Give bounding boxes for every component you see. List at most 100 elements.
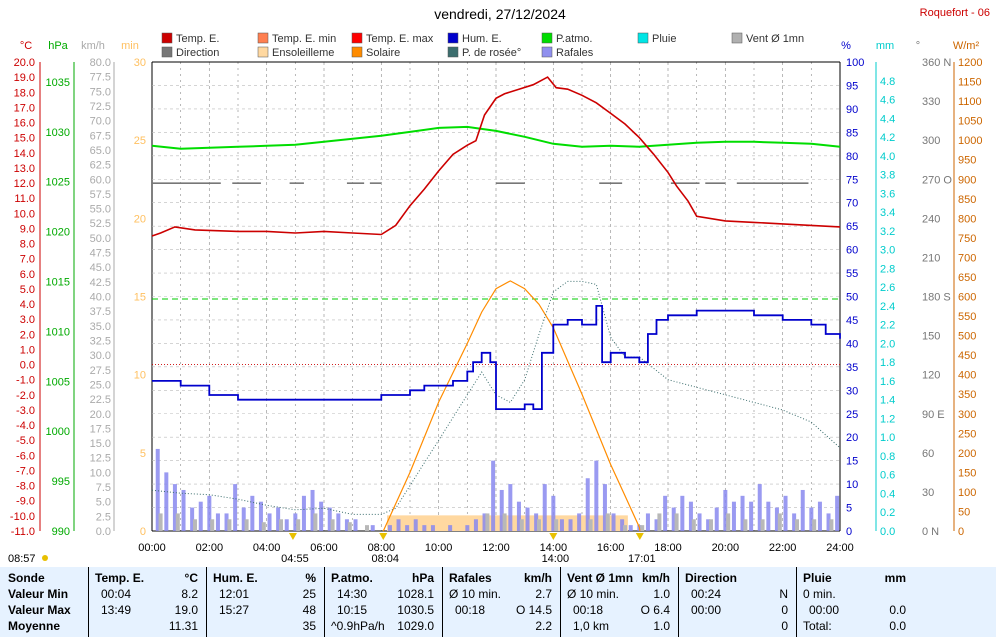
- humidity-tick-label: 20: [846, 432, 858, 444]
- rain-tick-label: 4.6: [880, 95, 895, 107]
- temp-unit: °C: [20, 40, 32, 52]
- stats-pluie-desc: 00:00: [809, 603, 840, 617]
- legend-label: P. de rosée°: [462, 47, 521, 59]
- gust-bar: [749, 501, 754, 531]
- temp-tick-label: -3.0: [16, 405, 35, 417]
- mean-wind-bar: [743, 519, 748, 531]
- gust-bar: [430, 525, 435, 531]
- rain-tick-label: 1.4: [880, 395, 895, 407]
- gust-bar: [628, 525, 633, 531]
- legend-label: Temp. E.: [176, 33, 219, 45]
- gust-bar: [233, 484, 238, 531]
- chart-title: vendredi, 27/12/2024: [434, 6, 566, 22]
- legend-label: Temp. E. max: [366, 33, 434, 45]
- gust-bar: [267, 513, 272, 531]
- temp-tick-label: 13.0: [14, 163, 35, 175]
- gust-bar: [577, 513, 582, 531]
- humidity-tick-label: 15: [846, 456, 858, 468]
- stats-patmo-value: 1030.5: [397, 603, 434, 617]
- temp-tick-label: 8.0: [20, 239, 35, 251]
- stats-vent-value: 1.0: [653, 619, 670, 633]
- humidity-tick-label: 25: [846, 409, 858, 421]
- direction-tick-label: 330: [922, 96, 940, 108]
- humidity-tick-label: 65: [846, 221, 858, 233]
- sun-tick-label: 25: [134, 135, 146, 147]
- stats-direction-time: 00:24: [691, 587, 722, 601]
- legend-label: P.atmo.: [556, 33, 593, 45]
- temp-tick-label: -1.0: [16, 375, 35, 387]
- solar-tick-label: 350: [958, 389, 976, 401]
- stats-row-max: Valeur Max 13:49 19.0 15:27 48 10:15 103…: [0, 603, 996, 619]
- mean-wind-bar: [537, 519, 541, 531]
- solar-tick-label: 300: [958, 409, 976, 421]
- legend-swatch: [541, 32, 553, 44]
- gust-bar: [482, 513, 487, 531]
- temp-tick-label: 9.0: [20, 223, 35, 235]
- gust-bar: [671, 507, 676, 531]
- gust-bar: [319, 501, 324, 531]
- rain-tick-label: 2.2: [880, 320, 895, 332]
- rain-tick-label: 3.8: [880, 170, 895, 182]
- solar-tick-label: 450: [958, 350, 976, 362]
- gust-bar: [413, 519, 418, 531]
- rain-tick-label: 1.6: [880, 376, 895, 388]
- direction-tick-label: 0 N: [922, 526, 939, 538]
- humidity-tick-label: 55: [846, 268, 858, 280]
- time-tick-label: 06:00: [310, 542, 338, 554]
- temp-tick-label: -10.0: [10, 511, 35, 523]
- humidity-tick-label: 10: [846, 479, 858, 491]
- stats-header-pluie: Pluie: [803, 571, 832, 585]
- stats-row-label: Valeur Min: [8, 587, 69, 601]
- gust-bar: [224, 513, 229, 531]
- temp-tick-label: 5.0: [20, 284, 35, 296]
- stats-separator: [324, 567, 325, 637]
- gust-bar: [155, 448, 160, 531]
- gust-bar: [723, 489, 728, 531]
- solar-tick-label: 800: [958, 213, 976, 225]
- humidity-tick-label: 45: [846, 315, 858, 327]
- time-tick-label: 20:00: [712, 542, 740, 554]
- sun-tick-label: 30: [134, 57, 146, 69]
- gust-bar: [336, 513, 341, 531]
- legend-label: Vent Ø 1mn: [746, 33, 804, 45]
- time-marker-label: 04:55: [281, 553, 309, 565]
- stats-patmo-time: ^0.9hPa/h: [331, 619, 385, 633]
- gust-bar: [241, 507, 246, 531]
- temp-tick-label: 14.0: [14, 148, 35, 160]
- stats-direction-value: N: [779, 587, 788, 601]
- sun-tick-label: 5: [140, 448, 146, 460]
- wind-tick-label: 35.0: [90, 321, 111, 333]
- gust-bar: [473, 519, 478, 531]
- pressure-tick-label: 1025: [46, 177, 70, 189]
- humidity-tick-label: 75: [846, 174, 858, 186]
- rain-tick-label: 1.2: [880, 413, 895, 425]
- gust-bar: [284, 519, 289, 531]
- wind-tick-label: 5.0: [96, 497, 111, 509]
- wind-tick-label: 2.5: [96, 511, 111, 523]
- time-marker-arrow: [379, 533, 388, 540]
- wind-tick-label: 32.5: [90, 335, 111, 347]
- mean-wind-bar: [313, 513, 318, 531]
- gust-bar: [508, 484, 513, 531]
- stats-row-min: Valeur Min 00:04 8.2 12:01 25 14:30 1028…: [0, 587, 996, 603]
- time-tick-label: 14:00: [540, 542, 568, 554]
- wind-tick-label: 77.5: [90, 72, 111, 84]
- solar-tick-label: 50: [958, 506, 970, 518]
- gust-bar: [706, 519, 711, 531]
- stats-vent-value: 1.0: [653, 587, 670, 601]
- wind-tick-label: 62.5: [90, 160, 111, 172]
- wind-tick-label: 0.0: [96, 526, 111, 538]
- rain-tick-label: 0.0: [880, 526, 895, 538]
- mean-wind-bar: [605, 513, 610, 531]
- sun-tick-label: 0: [140, 526, 146, 538]
- pressure-tick-label: 1030: [46, 127, 70, 139]
- station-name: Roquefort - 06: [920, 7, 990, 19]
- mean-wind-bar: [829, 519, 834, 531]
- stats-panel: Sonde Temp. E. °C Hum. E. % P.atmo. hPa …: [0, 567, 996, 637]
- gust-bar: [198, 501, 203, 531]
- mean-wind-bar: [347, 522, 352, 531]
- stats-header-patmo-unit: hPa: [411, 571, 434, 585]
- mean-wind-bar: [502, 513, 507, 531]
- mean-wind-bar: [158, 513, 163, 531]
- wind-tick-label: 50.0: [90, 233, 111, 245]
